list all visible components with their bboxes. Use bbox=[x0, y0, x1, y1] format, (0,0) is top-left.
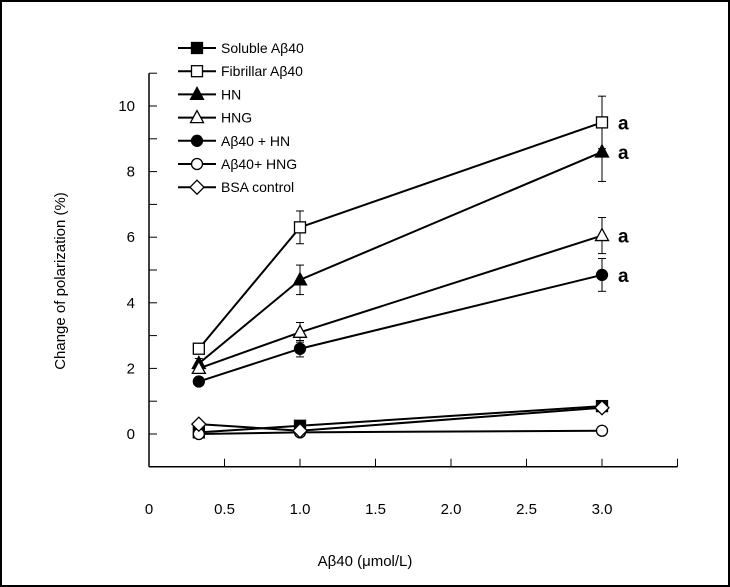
y-tick-label: 2 bbox=[127, 360, 135, 377]
x-tick-label: 0.5 bbox=[214, 501, 235, 518]
legend-marker bbox=[189, 86, 205, 101]
significance-label: a bbox=[618, 266, 629, 287]
legend-label: Soluble Aβ40 bbox=[221, 40, 304, 56]
legend-marker bbox=[190, 157, 204, 171]
legend-marker bbox=[190, 134, 204, 147]
legend-marker bbox=[189, 109, 205, 124]
x-tick-label: 3.0 bbox=[592, 501, 613, 518]
axes bbox=[148, 72, 678, 468]
data-point bbox=[293, 342, 307, 355]
significance-label: a bbox=[618, 227, 629, 248]
x-axis-label: Aβ40 (μmol/L) bbox=[318, 553, 413, 570]
legend-label: Fibrillar Aβ40 bbox=[221, 63, 303, 79]
data-point bbox=[190, 416, 207, 433]
data-point bbox=[293, 221, 307, 234]
data-point bbox=[594, 399, 610, 416]
y-tick-label: 10 bbox=[118, 98, 135, 115]
data-point bbox=[595, 116, 609, 129]
y-tick-label: 0 bbox=[127, 426, 135, 443]
legend-label: HN bbox=[221, 86, 241, 102]
legend-label: Aβ40 + HN bbox=[221, 133, 290, 149]
x-tick-label: 1.5 bbox=[365, 501, 386, 518]
data-point bbox=[192, 375, 205, 388]
legend-label: Aβ40+ HNG bbox=[221, 156, 297, 172]
data-point bbox=[595, 268, 609, 282]
legend-label: BSA control bbox=[221, 179, 294, 195]
data-point bbox=[594, 143, 610, 158]
data-point bbox=[292, 323, 308, 338]
data-point bbox=[292, 271, 308, 286]
x-tick-label: 2.5 bbox=[516, 501, 537, 518]
data-point bbox=[595, 424, 609, 437]
legend-marker bbox=[189, 179, 205, 196]
series-markers bbox=[190, 116, 610, 441]
series-line bbox=[198, 234, 603, 370]
tick-labels: 0 2 4 6 8 10 0 0.5 1.0 1.5 2.0 2.5 3.0 bbox=[118, 98, 612, 518]
y-tick-label: 8 bbox=[127, 164, 135, 181]
significance-label: a bbox=[618, 113, 629, 134]
y-tick-label: 6 bbox=[127, 229, 135, 246]
x-tick-label: 0 bbox=[145, 501, 153, 518]
data-point bbox=[191, 360, 207, 375]
series-line bbox=[198, 429, 603, 435]
legend-marker bbox=[190, 65, 204, 78]
x-tick-label: 2.0 bbox=[441, 501, 462, 518]
significance-label: a bbox=[618, 143, 629, 164]
data-point bbox=[594, 227, 610, 242]
x-tick-label: 1.0 bbox=[290, 501, 311, 518]
data-point bbox=[192, 342, 205, 355]
legend-marker bbox=[190, 41, 204, 55]
series-line bbox=[198, 273, 603, 383]
data-point bbox=[292, 422, 308, 439]
legend-label: HNG bbox=[221, 110, 252, 126]
y-tick-label: 4 bbox=[127, 295, 135, 312]
legend: Soluble Aβ40 Fibrillar Aβ40 HN HNG Aβ40 + HN… bbox=[178, 40, 304, 195]
y-axis-label: Change of polarization (%) bbox=[52, 192, 69, 370]
